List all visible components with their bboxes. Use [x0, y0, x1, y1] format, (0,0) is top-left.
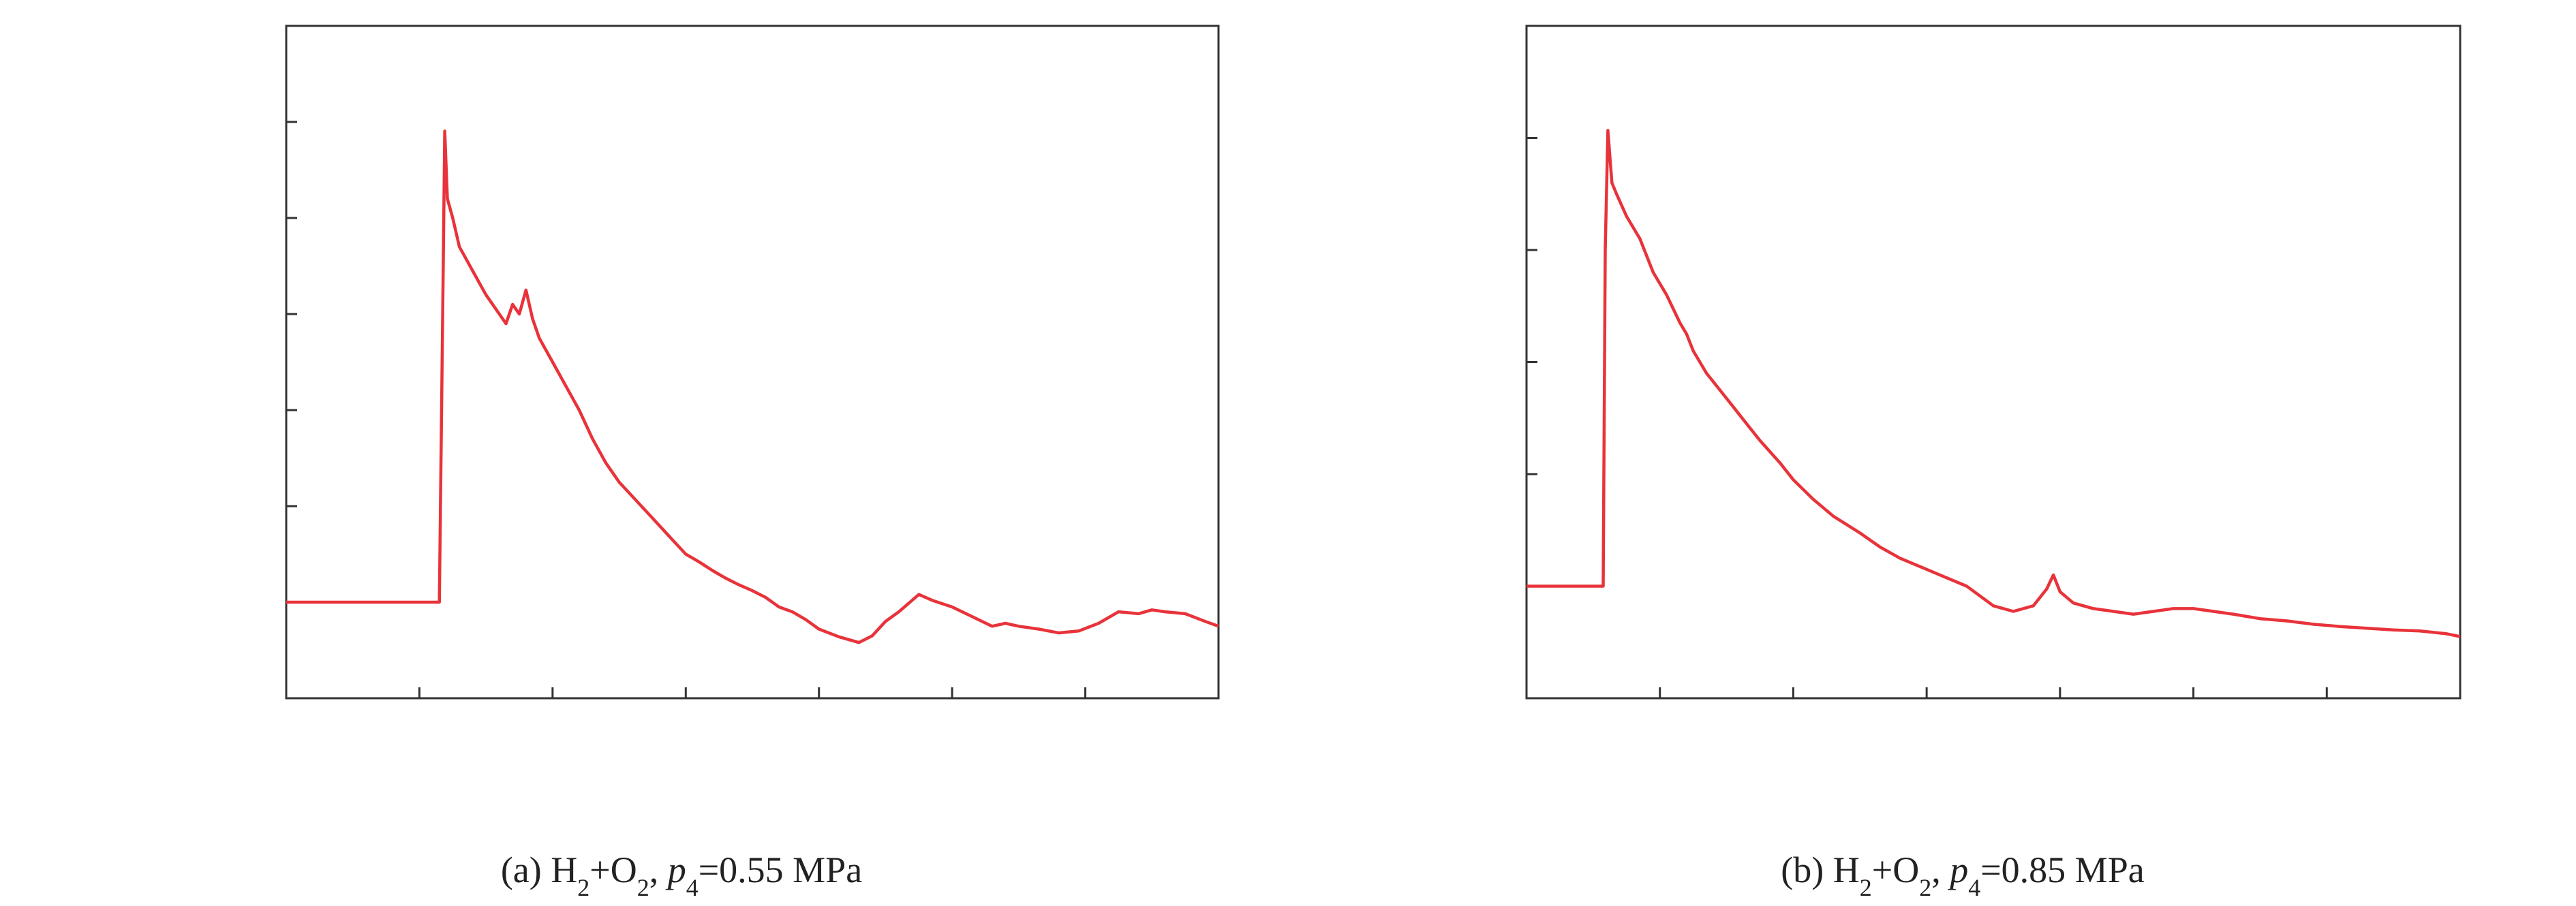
pressure-series-line [1527, 129, 2461, 638]
caption-sub1: 2 [577, 874, 589, 901]
caption-mid2: , [649, 849, 668, 890]
caption-sub2: 2 [1919, 874, 1931, 901]
plot-frame [1525, 25, 2462, 700]
caption-suffix: =0.55 MPa [699, 849, 863, 890]
panel-caption: (b) H2+O2, p4=0.85 MPa [1781, 849, 2144, 901]
caption-mid1: +O [589, 849, 637, 890]
caption-italic: p [665, 849, 686, 890]
caption-prefix: (a) H [501, 849, 577, 890]
caption-sub3: 4 [686, 874, 699, 901]
caption-mid1: +O [1872, 849, 1919, 890]
pressure-series-line [286, 129, 1219, 644]
caption-mid2: , [1931, 849, 1950, 890]
caption-italic: p [1947, 849, 1968, 890]
caption-prefix: (b) H [1781, 849, 1859, 890]
chart-panel-a: (a) H2+O2, p4=0.55 MPa [285, 25, 1220, 901]
caption-sub1: 2 [1860, 874, 1872, 901]
panel-caption: (a) H2+O2, p4=0.55 MPa [501, 849, 862, 901]
plot-frame [285, 25, 1220, 700]
caption-suffix: =0.85 MPa [1980, 849, 2145, 890]
caption-sub2: 2 [637, 874, 649, 901]
chart-panel-b: (b) H2+O2, p4=0.85 MPa [1525, 25, 2462, 901]
caption-sub3: 4 [1968, 874, 1980, 901]
